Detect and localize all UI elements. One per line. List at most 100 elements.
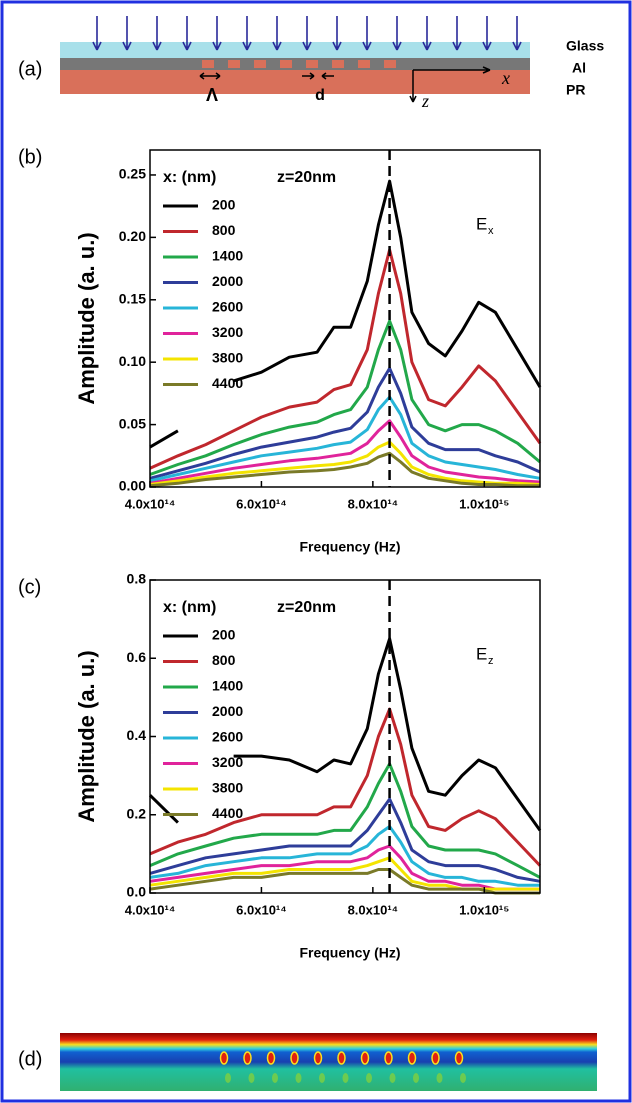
legend-label: 200 (212, 627, 236, 643)
panel-d: (d) (18, 1033, 597, 1091)
legend-title: x: (nm) (163, 599, 216, 616)
arrow (182, 16, 192, 51)
legend-label: 800 (212, 222, 236, 238)
y-tick-label: 0.0 (127, 884, 147, 900)
spot (454, 1051, 464, 1065)
legend-label: 2000 (212, 273, 243, 289)
field-label-sub: z (488, 655, 494, 667)
plot-frame (149, 149, 541, 488)
arrow (302, 16, 312, 51)
y-axis-title: Amplitude (a. u.) (74, 232, 99, 404)
layer-label: Glass (566, 38, 604, 54)
series-line (149, 451, 540, 488)
spot (384, 1051, 393, 1065)
series-line (149, 762, 541, 879)
gap-arrow (302, 72, 334, 80)
al-layer (60, 58, 530, 70)
spot (290, 1051, 299, 1065)
spot (407, 1051, 417, 1065)
x-tick-label: 8.0x10¹⁴ (348, 902, 399, 917)
panel-a: (a) Glass Al PR Λ d x z (18, 16, 604, 111)
annotation: z=20nm (277, 169, 336, 186)
spot (219, 1051, 229, 1065)
y-tick-label: 0.20 (119, 228, 146, 244)
grating-gap (202, 60, 214, 68)
y-tick-label: 0.05 (119, 415, 146, 431)
arrow (392, 16, 402, 51)
grating-gap (280, 60, 292, 68)
series-line (149, 440, 541, 486)
series-line (149, 868, 540, 895)
legend-label: 1400 (212, 248, 243, 264)
x-tick-label: 1.0x10¹⁵ (459, 902, 509, 917)
arrow (512, 16, 522, 51)
field-map (60, 1033, 597, 1091)
pr-layer (60, 70, 530, 94)
panel-label: (d) (18, 1048, 42, 1070)
spot (436, 1073, 443, 1083)
x-tick-label: 1.0x10¹⁵ (459, 496, 509, 511)
gap-label: d (315, 87, 325, 104)
y-tick-label: 0.25 (119, 166, 146, 182)
grating-gap (358, 60, 370, 68)
arrow (272, 16, 282, 51)
field-label-sub: x (488, 225, 494, 237)
x-tick-label: 8.0x10¹⁴ (348, 496, 399, 511)
legend-label: 800 (212, 652, 236, 668)
z-axis-symbol: z (421, 91, 429, 111)
series-line (149, 797, 541, 883)
x-axis-symbol: x (501, 68, 510, 88)
layer-label: Al (572, 60, 586, 76)
spot (313, 1051, 323, 1065)
spot (243, 1051, 252, 1065)
arrow (212, 16, 222, 51)
legend-label: 3800 (212, 780, 243, 796)
panel-label: (a) (18, 58, 42, 80)
series-line (149, 248, 542, 470)
y-tick-label: 0.6 (127, 649, 147, 665)
y-tick-label: 0.00 (119, 478, 146, 494)
arrow (242, 16, 252, 51)
legend-label: 2600 (212, 299, 243, 315)
series-line (149, 707, 542, 867)
series-line (149, 825, 540, 887)
spot (337, 1051, 346, 1065)
y-tick-label: 0.4 (127, 727, 147, 743)
spot (319, 1073, 325, 1083)
grating-gap (228, 60, 240, 68)
legend-label: 1400 (212, 678, 243, 694)
spot (248, 1073, 255, 1083)
coordinate-axes (409, 66, 491, 103)
grating-gap (332, 60, 344, 68)
period-label: Λ (206, 85, 218, 105)
grating-gap (384, 60, 396, 68)
spot (295, 1073, 302, 1083)
x-tick-label: 4.0x10¹⁴ (125, 902, 176, 917)
x-axis-title: Frequency (Hz) (299, 539, 400, 555)
period-arrow (199, 72, 221, 80)
grating (202, 60, 396, 68)
legend-label: 2000 (212, 703, 243, 719)
arrow (92, 16, 102, 51)
x-tick-label: 6.0x10¹⁴ (236, 496, 287, 511)
panel-label: (b) (18, 146, 42, 168)
spot (360, 1051, 370, 1065)
annotation: z=20nm (277, 599, 336, 616)
legend-label: 4400 (212, 375, 243, 391)
spot (413, 1073, 419, 1083)
incident-arrows (92, 16, 522, 51)
grating-gap (306, 60, 318, 68)
y-tick-label: 0.15 (119, 290, 146, 306)
spot (431, 1051, 440, 1065)
field-label: E (476, 214, 487, 233)
arrow (422, 16, 432, 51)
series-line (148, 637, 542, 832)
series-line (149, 179, 542, 449)
spot (266, 1051, 276, 1065)
series-line (149, 844, 540, 891)
arrow (122, 16, 132, 51)
arrow (152, 16, 162, 51)
spot (366, 1073, 372, 1083)
